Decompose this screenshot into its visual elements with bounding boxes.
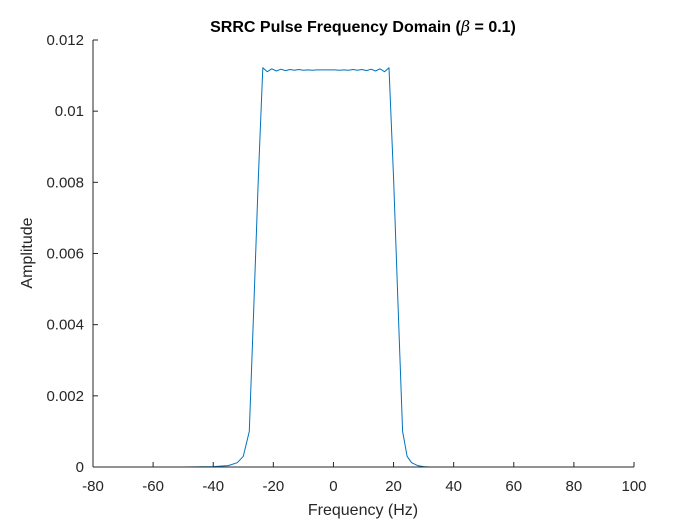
x-tick-label: -40: [202, 478, 224, 495]
x-axis-label: Frequency (Hz): [308, 502, 418, 519]
y-tick-label: 0.006: [46, 246, 84, 263]
x-tick-label: 40: [445, 478, 462, 495]
y-axis-label: Amplitude: [19, 217, 36, 288]
chart-title-prefix: SRRC Pulse Frequency Domain (: [210, 19, 461, 36]
series-line-0: [96, 67, 589, 468]
chart-title-suffix: = 0.1): [470, 19, 516, 36]
chart-title-beta: β: [460, 17, 470, 36]
y-tick-label: 0.012: [46, 32, 84, 49]
y-tick-label: 0: [76, 459, 84, 476]
y-tick-label: 0.002: [46, 388, 84, 405]
x-tick-label: -80: [82, 478, 104, 495]
y-tick-label: 0.008: [46, 174, 84, 191]
x-tick-label: 60: [505, 478, 522, 495]
x-tick-label: 80: [566, 478, 583, 495]
axis-layer: -80 -60 -40 -20 0 20 40 60 80 100 0 0.002 0.004 0.006…: [46, 32, 646, 495]
x-tick-label: 20: [385, 478, 402, 495]
axes-background: [93, 40, 634, 467]
chart-title: SRRC Pulse Frequency Domain (β = 0.1): [210, 17, 516, 36]
y-tick-label: 0.01: [55, 103, 84, 120]
x-tick-label: 0: [329, 478, 337, 495]
x-tick-label: -60: [142, 478, 164, 495]
y-tick-label: 0.004: [46, 317, 84, 334]
x-tick-label: 100: [621, 478, 646, 495]
x-tick-label: -20: [262, 478, 284, 495]
series-layer: [96, 67, 589, 468]
